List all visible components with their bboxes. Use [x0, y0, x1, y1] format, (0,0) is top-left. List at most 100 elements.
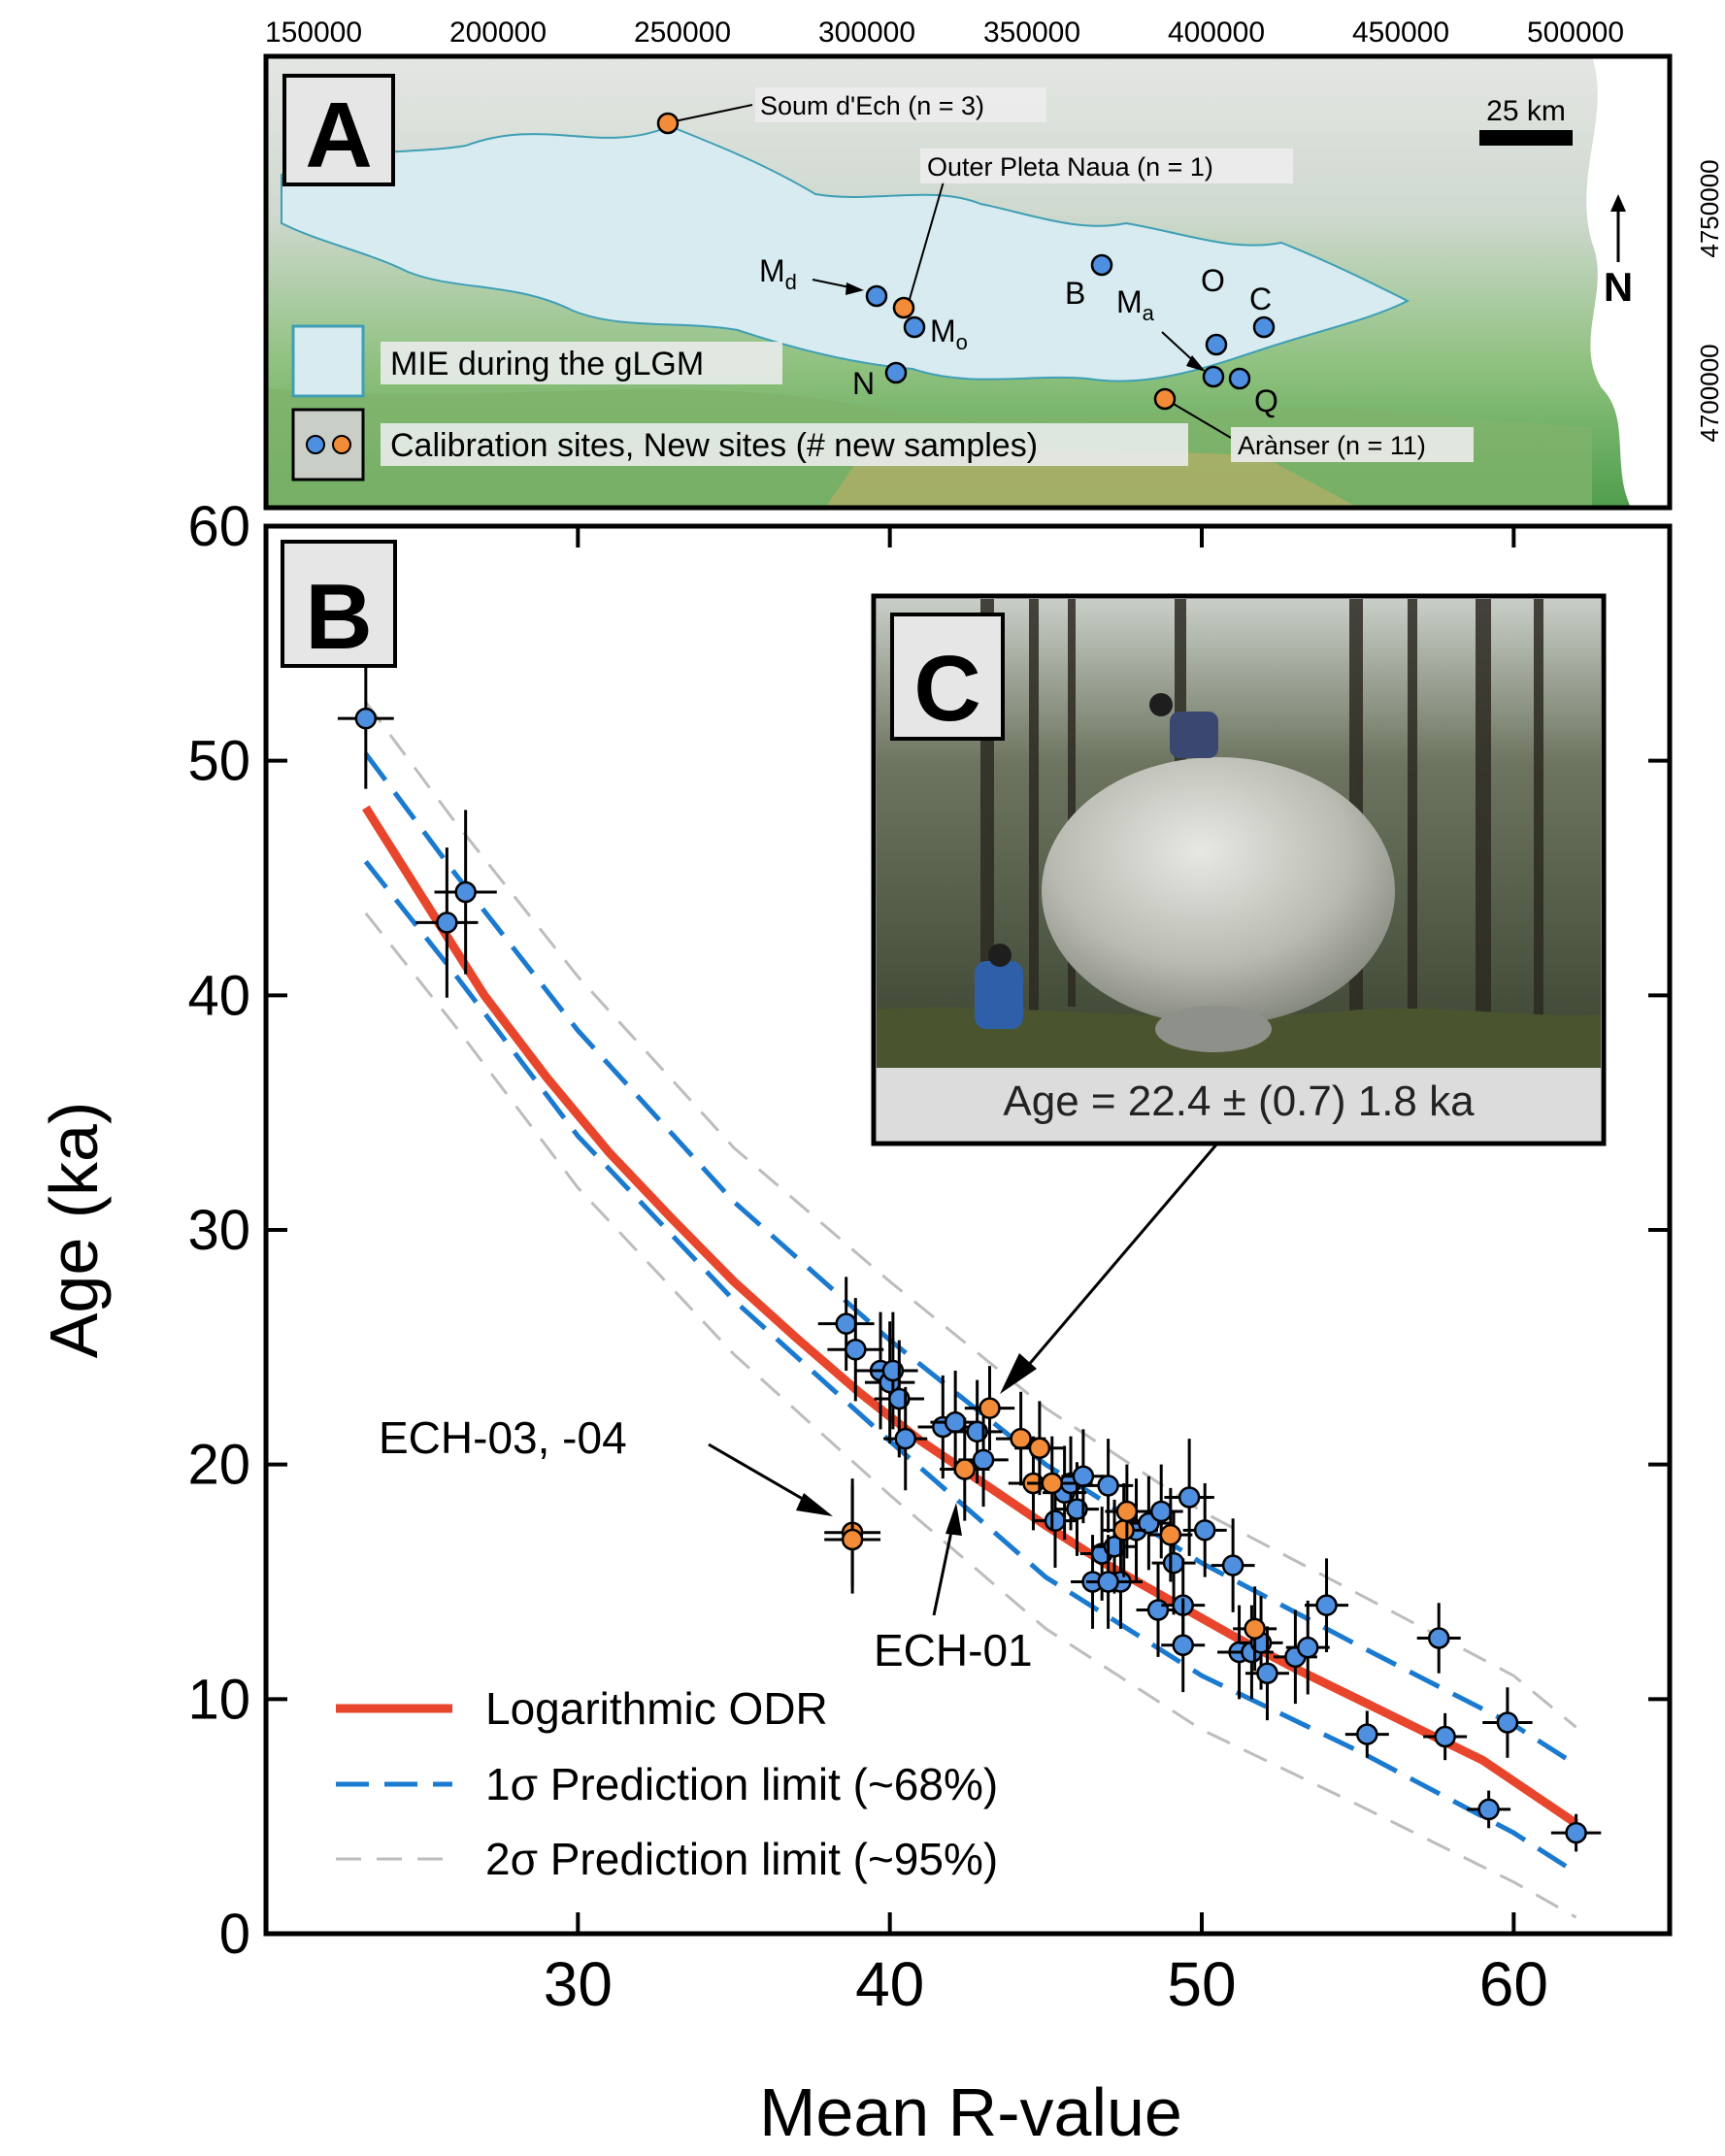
panel-a-map: A 150000 200000 250000 300000 350000 400…: [263, 17, 1724, 511]
data-marker: [1172, 1634, 1194, 1656]
photo-boulder: [1042, 757, 1395, 1025]
data-marker: [1162, 1551, 1185, 1575]
photo-person-bottom: [975, 944, 1023, 1029]
calibration-point: [1182, 1483, 1227, 1577]
site-q-label: Q: [1254, 383, 1278, 418]
data-marker: [1221, 1554, 1244, 1576]
data-marker: [1315, 1594, 1338, 1616]
map-sea: [1586, 56, 1670, 508]
panel-c-label-box: [890, 613, 1005, 741]
panel-c-label: C: [913, 637, 980, 741]
data-marker: [841, 1528, 864, 1551]
site-ma-marker: [1202, 365, 1225, 388]
new-point: [940, 1417, 990, 1521]
map-y-tick: 4750000: [1695, 159, 1724, 257]
pi-2sigma-lower-line: [364, 912, 1577, 1919]
site-aranser-label-bg: [1231, 427, 1474, 462]
calibration-point: [1161, 1598, 1206, 1693]
arrow-c-line: [1019, 1143, 1219, 1375]
map-x-tick-labels: 150000 200000 250000 300000 350000 40000…: [265, 17, 1624, 49]
site-ma-label: Ma: [1116, 284, 1155, 325]
annotation-ech01: ECH-01: [874, 1625, 1033, 1675]
data-marker: [1044, 1509, 1067, 1532]
data-marker: [436, 912, 458, 934]
site-o-marker: [1205, 333, 1228, 356]
data-marker: [1193, 1519, 1216, 1542]
new-point: [995, 1391, 1046, 1486]
leader-aranser: [1166, 399, 1232, 439]
site-mo-label: Mo: [930, 314, 968, 354]
arrow-ma-icon: [1186, 355, 1206, 372]
data-marker: [1256, 1662, 1278, 1684]
x-axis-label: Mean R-value: [759, 2074, 1182, 2150]
site-soum-marker: [656, 112, 680, 135]
panel-a-label: A: [305, 83, 372, 187]
arrow-ech0304-icon: [796, 1493, 833, 1516]
map-sites: Soum d'Ech (n = 3) Outer Pleta Naua (n =…: [656, 87, 1474, 462]
y-tick-label: 60: [187, 495, 250, 558]
y-axis-label: Age (ka): [36, 1102, 112, 1359]
y-tick-label: 50: [187, 730, 250, 793]
leader-pleta: [907, 181, 945, 307]
pi-1sigma-upper-line: [363, 751, 1577, 1768]
site-md-marker: [865, 284, 888, 308]
scale-bar: [1479, 130, 1573, 146]
calibration-point: [1416, 1603, 1461, 1674]
photo-small-rock: [1155, 1006, 1272, 1052]
photo-caption: Age = 22.4 ± (0.7) 1.8 ka: [1003, 1078, 1475, 1125]
data-marker: [1149, 1500, 1173, 1523]
arrow-ech0304-line: [708, 1443, 820, 1510]
calibration-point: [1285, 1600, 1330, 1695]
legend-new-marker: [332, 435, 351, 454]
calibration-point: [1423, 1712, 1468, 1761]
new-point: [824, 1485, 881, 1594]
data-marker: [1244, 1617, 1266, 1641]
data-marker: [835, 1312, 857, 1335]
plot-frame: [263, 523, 1673, 1937]
data-marker: [1178, 1486, 1201, 1509]
x-tick-label: 40: [855, 1949, 924, 2019]
site-c-marker: [1252, 315, 1276, 339]
annotation-ech0304: ECH-03, -04: [379, 1412, 627, 1463]
calibration-point: [1550, 1813, 1602, 1852]
panel-c-photo: Age = 22.4 ± (0.7) 1.8 ka C: [871, 593, 1607, 1394]
calibration-point: [883, 1386, 928, 1491]
map-x-tick: 250000: [634, 17, 731, 49]
calibration-point: [1211, 1518, 1255, 1612]
data-marker: [1010, 1427, 1032, 1450]
calibration-point: [337, 647, 394, 789]
north-label: N: [1604, 264, 1633, 310]
arrow-ech01-icon: [945, 1503, 962, 1536]
legend-calibration-marker: [306, 435, 325, 454]
y-tick-label: 20: [187, 1434, 250, 1497]
map-frame: [263, 53, 1673, 511]
y-tick-label: 30: [187, 1199, 250, 1262]
chart-points: [337, 647, 1602, 1852]
leader-soum: [669, 104, 753, 123]
map-x-tick: 150000: [265, 17, 362, 49]
north-arrow-head-icon: [1610, 194, 1626, 212]
data-marker: [979, 1397, 1001, 1419]
map-x-tick: 200000: [449, 17, 547, 49]
data-marker: [1356, 1723, 1378, 1745]
new-point: [1148, 1487, 1193, 1582]
data-marker: [1028, 1437, 1051, 1459]
x-tick-label: 30: [544, 1949, 613, 2019]
y-tick-label: 40: [187, 964, 250, 1027]
data-marker: [894, 1427, 916, 1450]
site-soum-label: Soum d'Ech (n = 3): [760, 91, 984, 120]
arrow-ech01-line: [932, 1521, 955, 1616]
legend-sites-bg: [381, 423, 1188, 466]
data-marker: [944, 1410, 967, 1434]
legend-sites-swatch: [291, 408, 365, 481]
calibration-point: [1344, 1710, 1389, 1758]
new-point: [964, 1366, 1015, 1451]
site-pleta-label: Outer Pleta Naua (n = 1): [927, 152, 1213, 182]
new-point: [1014, 1401, 1065, 1496]
data-marker: [354, 707, 378, 730]
legend-pi2-label: 2σ Prediction limit (~95%): [485, 1834, 998, 1884]
calibration-point: [1244, 1626, 1289, 1721]
y-tick-label: 0: [219, 1903, 250, 1966]
data-marker: [1097, 1571, 1119, 1593]
